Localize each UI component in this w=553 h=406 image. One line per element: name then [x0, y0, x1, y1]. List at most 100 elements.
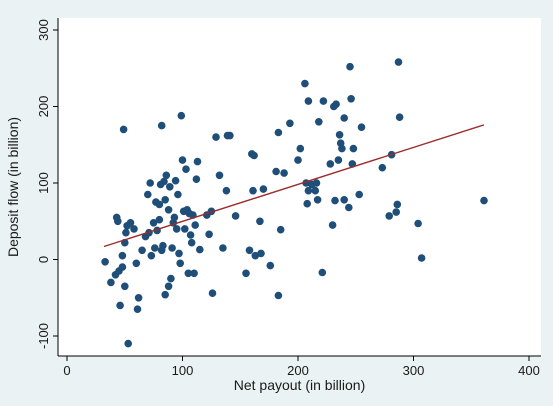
data-point — [205, 230, 213, 239]
data-point — [331, 196, 339, 205]
y-tick-label: 200 — [36, 96, 51, 118]
data-point — [345, 203, 353, 212]
data-point — [294, 156, 302, 164]
data-point — [118, 263, 127, 271]
data-point — [242, 269, 250, 278]
x-tick-label: 0 — [63, 363, 70, 378]
data-point — [245, 246, 254, 255]
data-point — [266, 261, 275, 270]
data-point — [171, 176, 180, 185]
data-point — [116, 301, 124, 310]
data-point — [126, 219, 135, 227]
data-point — [417, 254, 426, 262]
data-point — [250, 151, 258, 160]
data-point — [107, 278, 115, 287]
data-point — [274, 128, 283, 137]
data-point — [177, 111, 186, 120]
data-point — [121, 282, 129, 291]
data-point — [119, 125, 128, 134]
data-point — [414, 219, 422, 228]
data-point — [182, 165, 190, 173]
data-point — [313, 196, 322, 204]
data-point — [190, 269, 198, 278]
data-point — [315, 118, 323, 126]
data-point — [181, 225, 189, 233]
data-point — [340, 196, 349, 204]
data-point — [149, 219, 158, 227]
data-point — [394, 58, 403, 66]
data-point — [161, 290, 169, 299]
data-point — [286, 119, 294, 128]
y-tick-label: 0 — [36, 256, 51, 263]
data-point — [133, 305, 142, 314]
data-point — [326, 160, 335, 168]
data-point — [338, 144, 346, 153]
data-point — [304, 97, 313, 105]
data-point — [193, 157, 202, 166]
data-point — [147, 251, 156, 260]
y-axis-title: Deposit flow (in billion) — [5, 117, 21, 257]
data-point — [222, 186, 231, 195]
data-point — [144, 190, 152, 199]
data-point — [187, 238, 196, 247]
data-point — [259, 185, 268, 193]
data-point — [304, 186, 313, 195]
data-point — [172, 225, 181, 233]
data-point — [134, 294, 143, 302]
data-point — [130, 225, 138, 233]
data-point — [231, 212, 240, 220]
data-point — [318, 268, 327, 277]
data-point — [159, 241, 167, 250]
plot-area — [58, 18, 541, 356]
data-point — [346, 62, 354, 71]
data-point — [184, 269, 193, 278]
data-point — [311, 186, 320, 195]
data-point — [114, 217, 122, 226]
data-point — [395, 113, 404, 121]
data-point — [296, 144, 305, 153]
data-point — [157, 121, 166, 130]
data-point — [146, 179, 154, 187]
data-point — [334, 156, 343, 164]
data-point — [335, 131, 344, 139]
data-point — [385, 212, 394, 220]
data-point — [161, 196, 169, 204]
data-point — [175, 249, 183, 258]
data-point — [355, 190, 364, 199]
data-point — [174, 190, 182, 199]
data-point — [138, 246, 146, 255]
data-point — [219, 244, 227, 252]
data-point — [312, 179, 321, 187]
data-point — [186, 231, 195, 239]
data-point — [319, 97, 328, 105]
fit-line — [103, 124, 485, 248]
data-point — [155, 200, 164, 209]
data-point — [101, 258, 109, 266]
data-point — [167, 274, 175, 283]
data-point — [340, 114, 349, 122]
data-point — [226, 131, 234, 140]
data-point — [151, 244, 159, 252]
scatter-points — [101, 58, 488, 348]
data-point — [378, 163, 387, 172]
data-point — [155, 215, 164, 224]
data-point — [215, 171, 224, 180]
data-point — [256, 217, 264, 226]
data-point — [178, 156, 187, 164]
data-point — [168, 244, 176, 252]
data-point — [118, 251, 127, 260]
data-point — [347, 95, 355, 103]
data-point — [274, 291, 283, 300]
data-point — [280, 169, 288, 177]
data-point — [170, 213, 179, 222]
data-point — [357, 123, 366, 131]
data-point — [166, 183, 174, 191]
data-point — [303, 199, 312, 208]
data-point — [276, 225, 285, 234]
data-point — [196, 245, 204, 254]
y-tick-label: 300 — [36, 19, 51, 41]
data-point — [480, 196, 488, 205]
y-tick-label: -100 — [36, 323, 51, 349]
data-point — [162, 171, 171, 180]
